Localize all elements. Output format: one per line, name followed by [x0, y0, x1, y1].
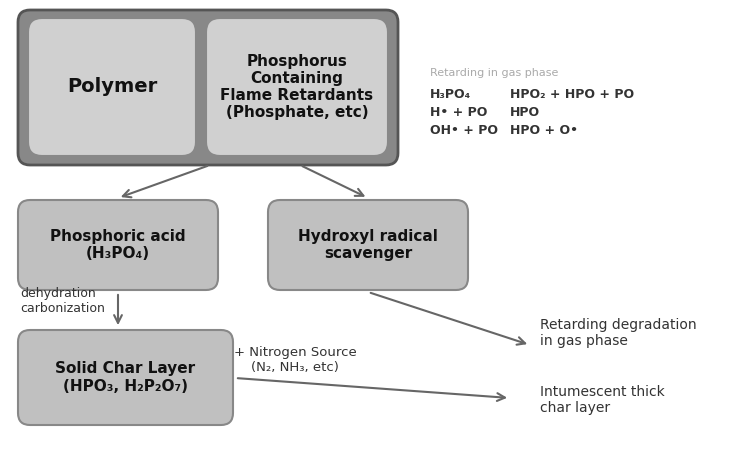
Text: Intumescent thick
char layer: Intumescent thick char layer [540, 385, 665, 415]
Text: HPO₂ + HPO + PO: HPO₂ + HPO + PO [510, 88, 634, 101]
Text: Polymer: Polymer [67, 78, 157, 96]
Text: Phosphoric acid: Phosphoric acid [50, 229, 186, 244]
FancyBboxPatch shape [28, 18, 196, 156]
FancyBboxPatch shape [18, 200, 218, 290]
Text: Flame Retardants: Flame Retardants [220, 88, 374, 103]
Text: dehydration
carbonization: dehydration carbonization [20, 287, 105, 315]
FancyBboxPatch shape [268, 200, 468, 290]
Text: H• + PO: H• + PO [430, 106, 487, 119]
Text: (H₃PO₄): (H₃PO₄) [86, 246, 150, 261]
Text: OH• + PO: OH• + PO [430, 124, 498, 137]
Text: H₃PO₄: H₃PO₄ [430, 88, 471, 101]
Text: HPO: HPO [510, 106, 540, 119]
FancyBboxPatch shape [18, 10, 398, 165]
Text: + Nitrogen Source
(N₂, NH₃, etc): + Nitrogen Source (N₂, NH₃, etc) [234, 346, 357, 374]
Text: HPO + O•: HPO + O• [510, 124, 578, 137]
Text: Phosphorus: Phosphorus [247, 54, 347, 69]
Text: Containing: Containing [251, 71, 343, 86]
Text: scavenger: scavenger [324, 246, 412, 261]
Text: Hydroxyl radical: Hydroxyl radical [298, 229, 438, 244]
FancyBboxPatch shape [206, 18, 388, 156]
Text: (Phosphate, etc): (Phosphate, etc) [226, 105, 368, 120]
Text: Retarding in gas phase: Retarding in gas phase [430, 68, 559, 78]
Text: (HPO₃, H₂P₂O₇): (HPO₃, H₂P₂O₇) [63, 378, 188, 393]
Text: Retarding degradation
in gas phase: Retarding degradation in gas phase [540, 318, 696, 348]
Text: Solid Char Layer: Solid Char Layer [55, 361, 195, 377]
FancyBboxPatch shape [18, 330, 233, 425]
